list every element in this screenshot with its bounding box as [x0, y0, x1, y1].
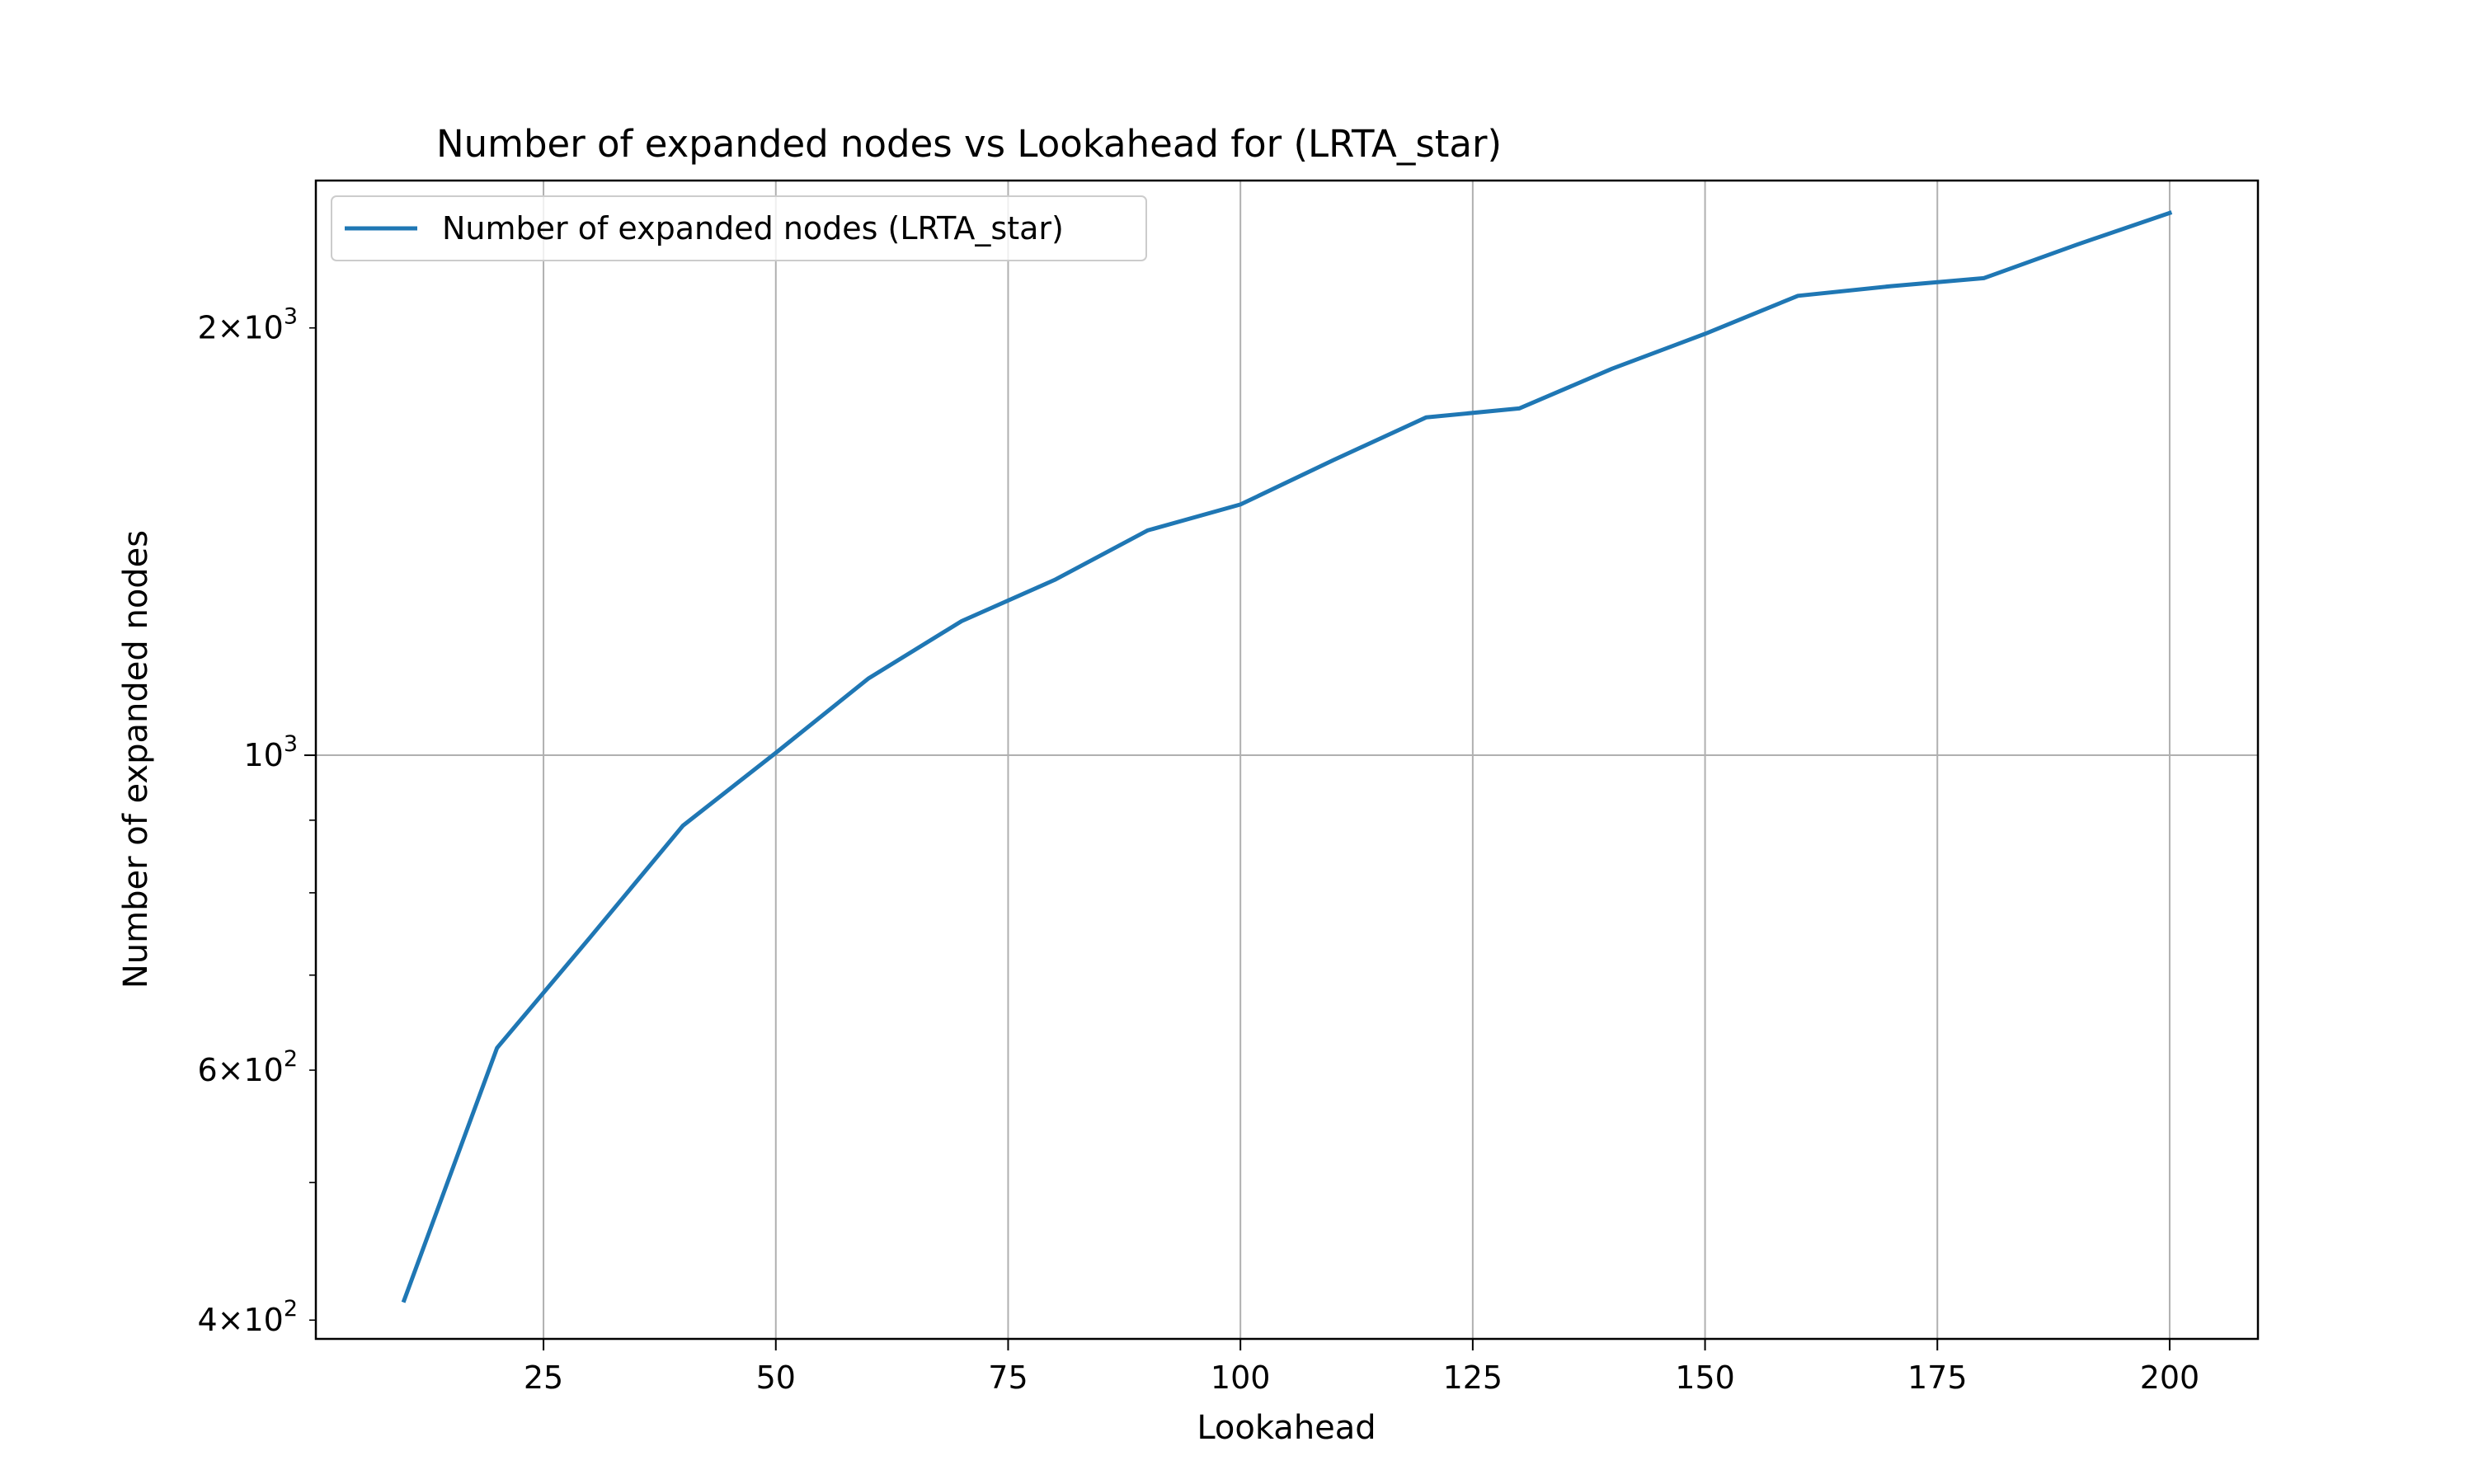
y-tick-label: 2×103: [197, 304, 298, 346]
plot-frame: [314, 179, 2260, 1341]
x-tick-label: 50: [756, 1360, 796, 1396]
ticks: 25 50 75 100 125 150 175 200 103 4×102 6×102 2×103: [197, 304, 2199, 1396]
chart-title: Number of expanded nodes vs Lookahead fo…: [436, 122, 1502, 166]
x-tick-label: 200: [2140, 1360, 2200, 1396]
x-tick-label: 75: [988, 1360, 1028, 1396]
grid: [316, 181, 2258, 1339]
y-tick-label: 6×102: [197, 1046, 298, 1088]
legend-label: Number of expanded nodes (LRTA_star): [442, 210, 1064, 247]
x-tick-label: 100: [1211, 1360, 1271, 1396]
series-layer: [401, 210, 2173, 1303]
x-axis-label: Lookahead: [1197, 1409, 1376, 1447]
y-tick-label: 4×102: [197, 1296, 298, 1338]
legend-box: [331, 195, 1147, 261]
legend: Number of expanded nodes (LRTA_star): [331, 195, 1147, 261]
x-tick-label: 125: [1443, 1360, 1503, 1396]
x-tick-label: 25: [524, 1360, 563, 1396]
x-tick-label: 175: [1907, 1360, 1968, 1396]
y-tick-label: 103: [243, 731, 298, 773]
y-axis-label: Number of expanded nodes: [117, 530, 155, 989]
x-tick-label: 150: [1675, 1360, 1735, 1396]
series-line: [401, 210, 2173, 1303]
